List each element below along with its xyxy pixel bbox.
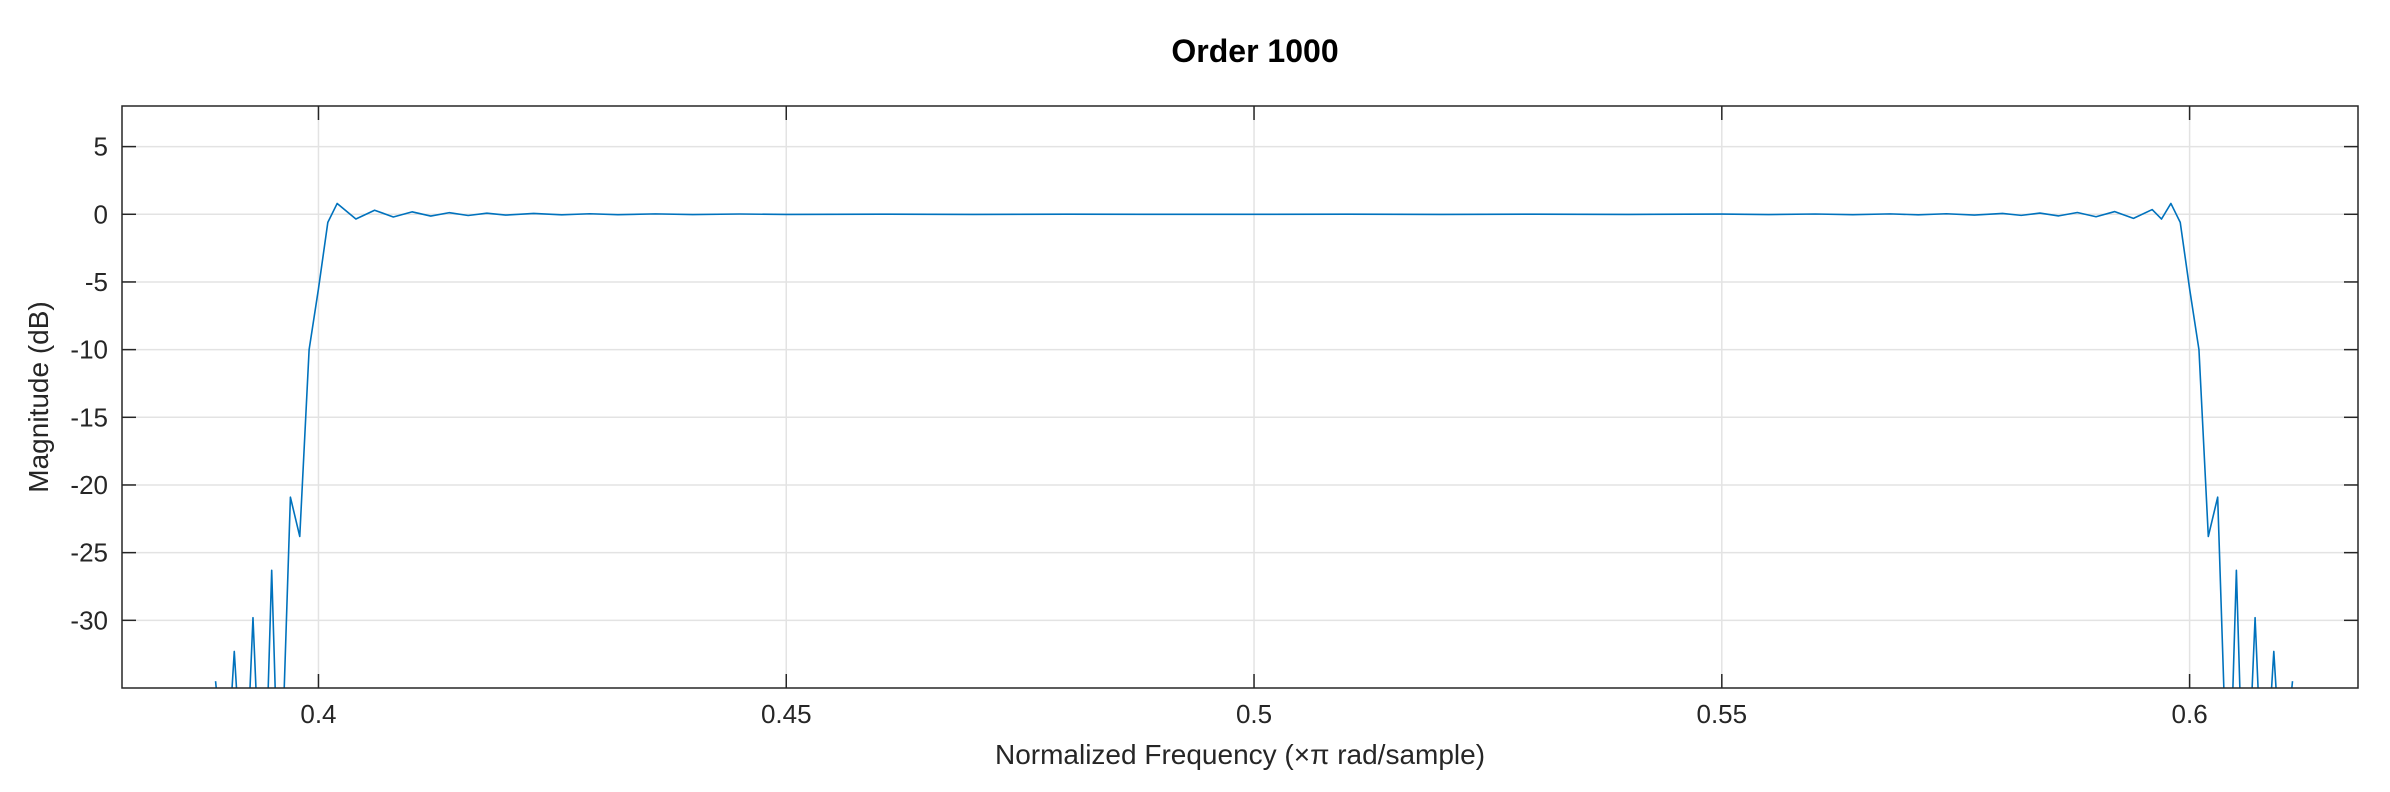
y-tick-label: -30	[70, 605, 108, 635]
y-tick-label: -25	[70, 538, 108, 568]
x-tick-label: 0.4	[300, 699, 336, 729]
y-tick-label: -20	[70, 470, 108, 500]
y-tick-label: -15	[70, 402, 108, 432]
x-tick-label: 0.45	[761, 699, 812, 729]
chart-title: Order 1000	[1171, 33, 1338, 69]
x-tick-label: 0.55	[1697, 699, 1748, 729]
x-tick-label: 0.5	[1236, 699, 1272, 729]
x-tick-labels: 0.4 0.45 0.5 0.55 0.6	[300, 699, 2207, 729]
y-tick-label: 0	[94, 199, 108, 229]
plot-area-frame	[121, 105, 2359, 689]
y-tick-label: -10	[70, 335, 108, 365]
y-axis-title: Magnitude (dB)	[23, 301, 54, 492]
x-tick-label: 0.6	[2172, 699, 2208, 729]
axis-ticks	[122, 106, 2358, 688]
series-layer	[214, 202, 2294, 688]
y-tick-labels: 5 0 -5 -10 -15 -20 -25 -30	[70, 132, 108, 636]
series-line	[214, 202, 2294, 688]
y-tick-label: 5	[94, 132, 108, 162]
x-axis-title: Normalized Frequency (×π rad/sample)	[995, 739, 1485, 770]
y-tick-label: -5	[85, 267, 108, 297]
